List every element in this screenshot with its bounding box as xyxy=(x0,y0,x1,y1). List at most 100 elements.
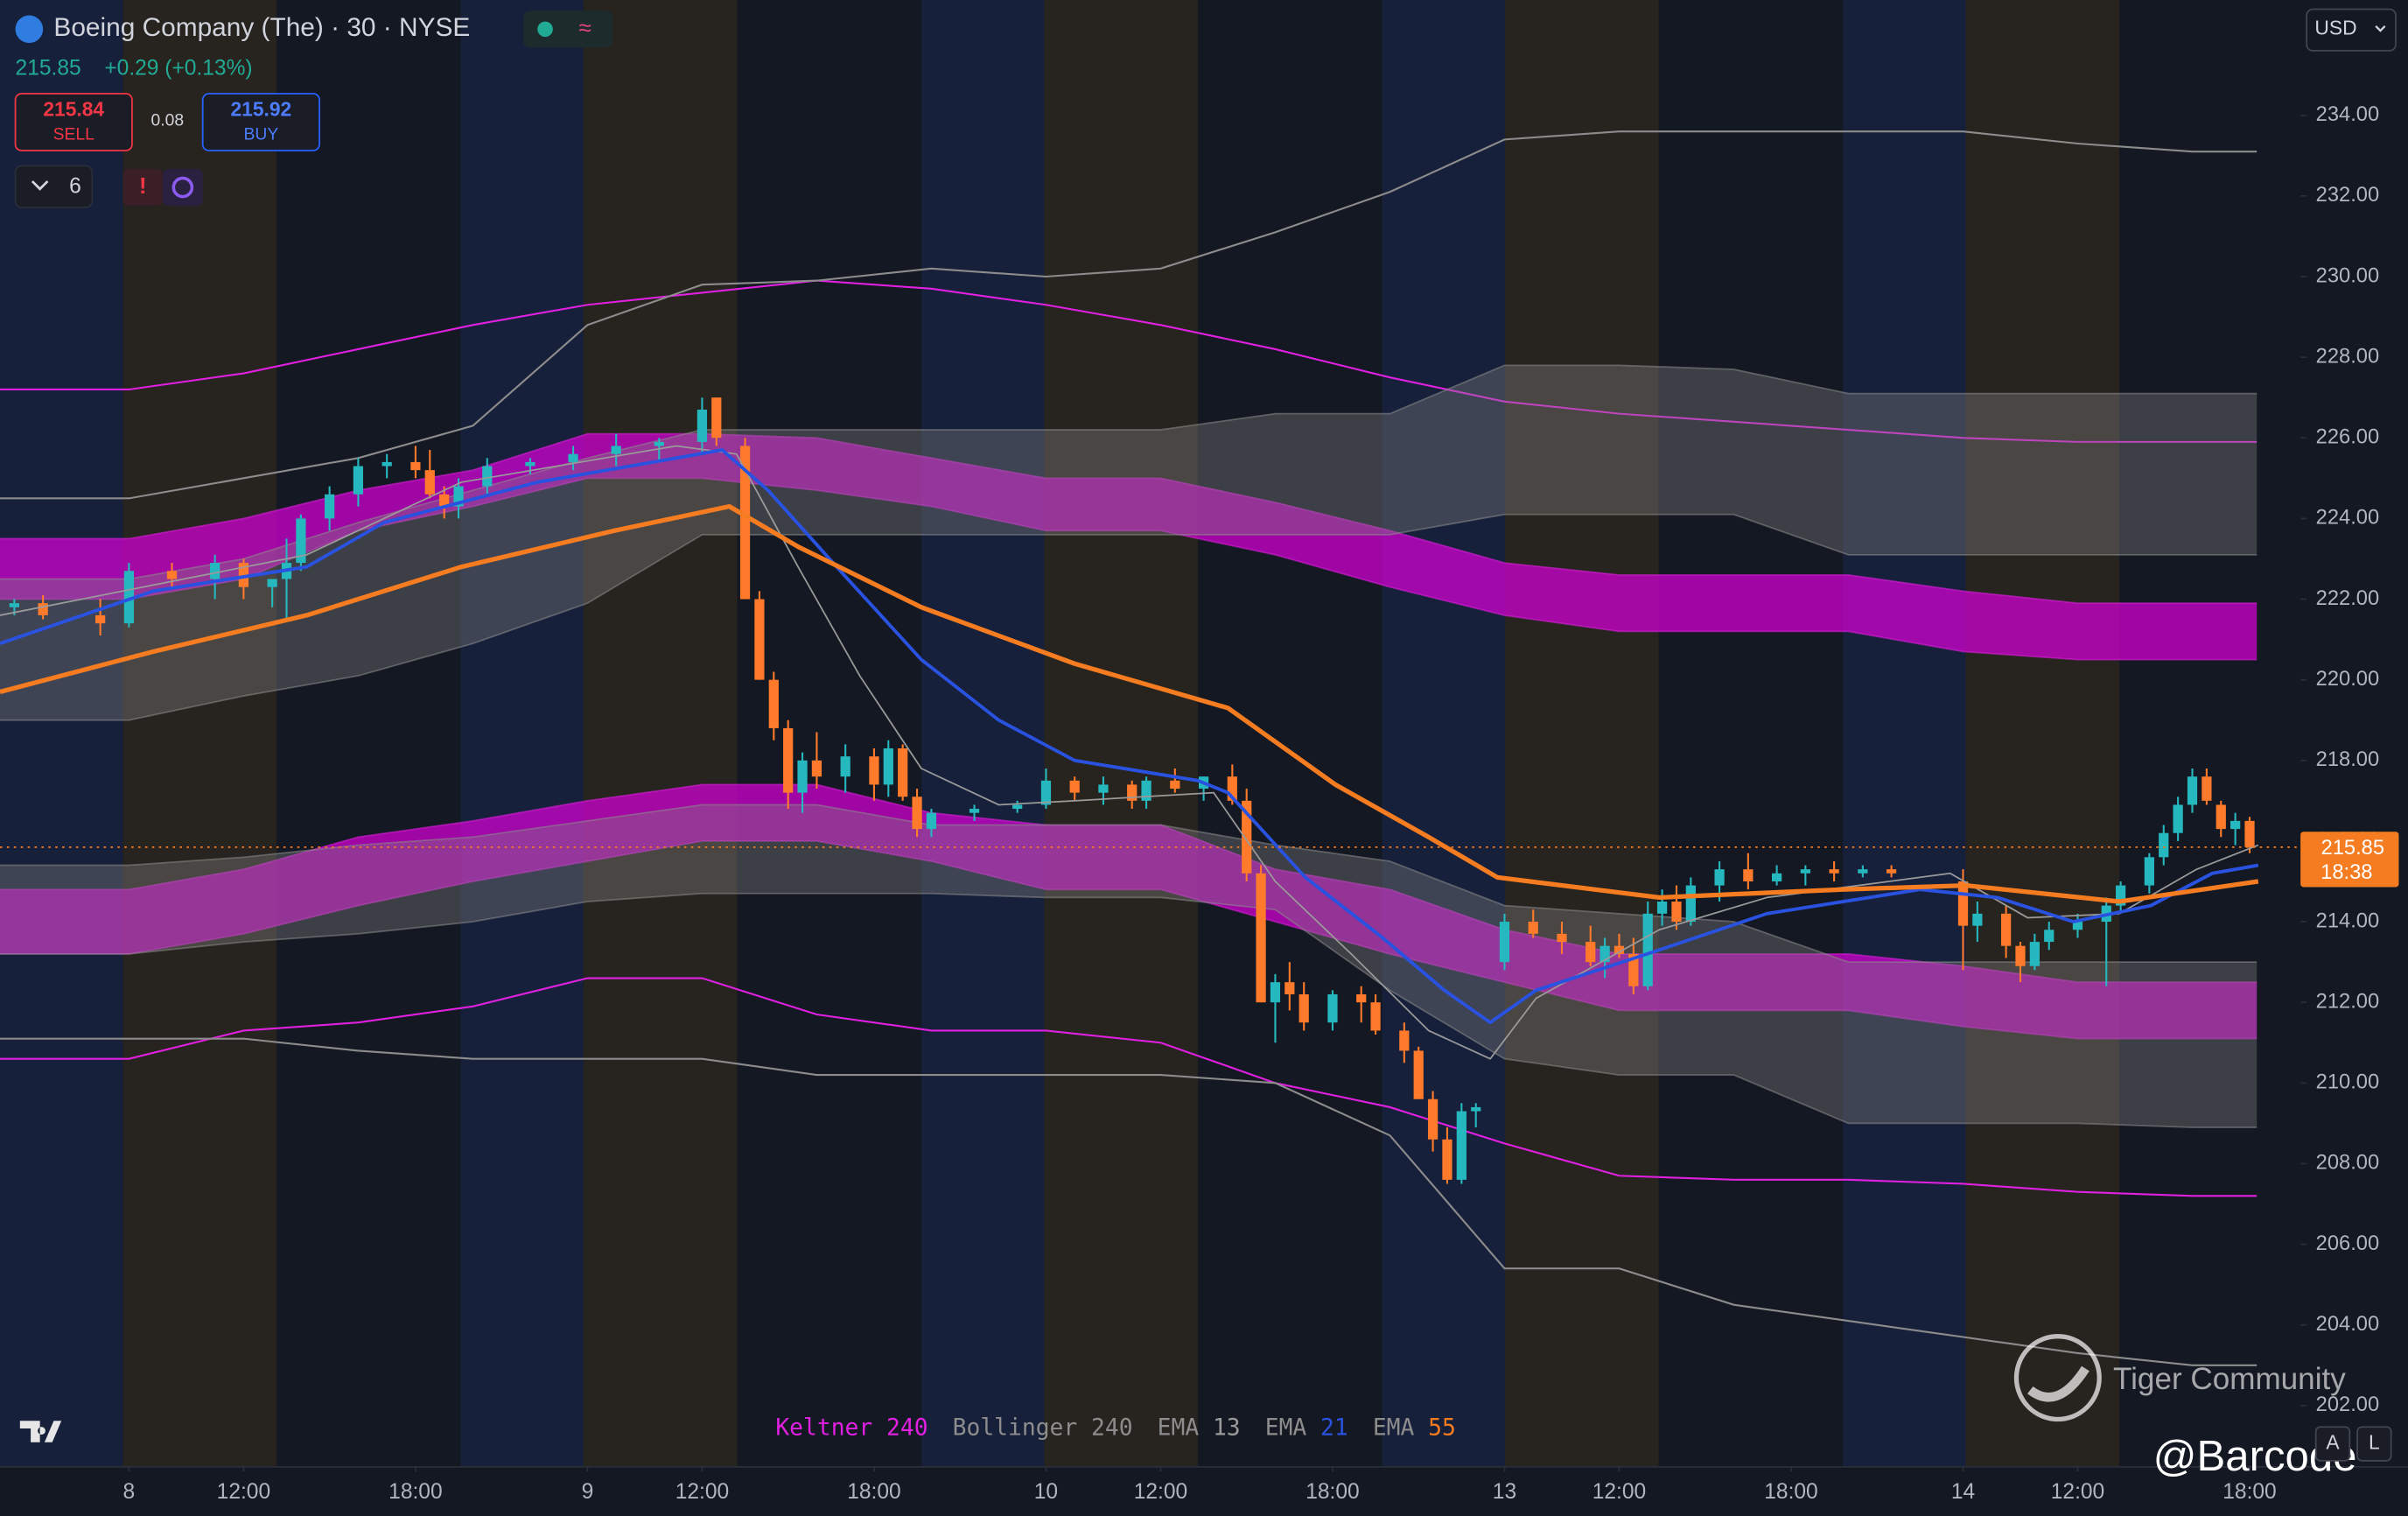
band-edge xyxy=(0,477,2258,661)
candle-body xyxy=(95,614,106,624)
legend-period: 240 xyxy=(886,1414,928,1441)
candle-body xyxy=(2159,832,2169,858)
candle-body xyxy=(453,486,464,507)
candle-body xyxy=(797,760,808,793)
candle-body xyxy=(1069,780,1080,793)
auto-scale-button[interactable] xyxy=(2314,1426,2351,1462)
header: Boeing Company (The) · 30 · NYSE ≈ 215.8… xyxy=(14,8,2397,1480)
candle-body xyxy=(296,518,306,564)
indicator-toggle[interactable] xyxy=(14,165,94,208)
candle-body xyxy=(1743,869,1754,881)
candle-body xyxy=(1771,873,1782,881)
candle-body xyxy=(1829,869,1839,874)
candle-body xyxy=(382,461,392,467)
symbol-title[interactable]: Boeing Company (The) · 30 · NYSE xyxy=(53,13,470,42)
y-tick-label: 218.00 xyxy=(2316,748,2379,771)
candle-body xyxy=(1298,993,1309,1023)
sync-glyph xyxy=(172,176,194,199)
y-tick-label: 224.00 xyxy=(2316,507,2379,530)
candle-body xyxy=(2072,922,2083,930)
x-tick-label: 18:00 xyxy=(1764,1480,1817,1504)
x-tick-label: 9 xyxy=(582,1480,594,1504)
candle-body xyxy=(1614,945,1625,954)
candle-body xyxy=(711,397,722,439)
y-tick-label: 204.00 xyxy=(2316,1313,2379,1336)
candle-body xyxy=(1370,1002,1381,1031)
candle-body xyxy=(1642,913,1653,986)
watermark-brand: Tiger Community xyxy=(2113,1362,2346,1396)
candle-body xyxy=(696,410,708,442)
band-edge xyxy=(0,364,2258,580)
candle-body xyxy=(1886,869,1897,874)
candle-body xyxy=(611,446,621,454)
sell-button[interactable] xyxy=(14,93,133,151)
candle-body xyxy=(325,494,335,519)
legend-period: 13 xyxy=(1213,1414,1241,1441)
x-tick-label: 18:00 xyxy=(847,1480,900,1504)
session-band xyxy=(1382,0,1505,1467)
currency: USD xyxy=(2314,16,2356,39)
candle-body xyxy=(2187,776,2198,805)
candle-body xyxy=(210,563,220,579)
data-status-icon: ≈ xyxy=(578,14,591,40)
session-band xyxy=(1965,0,2120,1467)
tv-logo[interactable] xyxy=(19,1421,62,1442)
legend-period: 21 xyxy=(1320,1414,1348,1441)
candle-body xyxy=(1242,800,1252,874)
candle-body xyxy=(1442,1139,1452,1180)
candle-body xyxy=(568,453,578,462)
error-icon[interactable] xyxy=(122,169,164,207)
chevron-icon xyxy=(31,180,49,191)
candle-body xyxy=(424,470,435,495)
x-tick-label: 18:00 xyxy=(388,1480,442,1504)
candle-body xyxy=(883,747,893,785)
log-scale-button[interactable] xyxy=(2356,1426,2392,1462)
x-tick-label: 12:00 xyxy=(1134,1480,1187,1504)
candle-body xyxy=(2044,930,2054,943)
ema-line xyxy=(0,448,2259,1025)
status-pill[interactable] xyxy=(523,11,613,48)
candle-body xyxy=(353,466,364,495)
market-status xyxy=(537,21,553,38)
candle-body xyxy=(1413,1050,1424,1099)
x-tick-label: 14 xyxy=(1951,1480,1975,1504)
y-tick-label: 232.00 xyxy=(2316,184,2379,207)
candle-body xyxy=(1227,776,1237,801)
band-fill xyxy=(0,365,2258,720)
log-scale-label: L xyxy=(2369,1431,2380,1454)
y-tick-label: 234.00 xyxy=(2316,103,2379,126)
candle-body xyxy=(1800,869,1810,874)
candle-body xyxy=(2144,857,2154,886)
band-outer-line xyxy=(0,279,2258,443)
candle-body xyxy=(1170,780,1180,790)
y-tick-label: 226.00 xyxy=(2316,426,2379,449)
candle-body xyxy=(1586,942,1596,963)
x-tick-label: 18:00 xyxy=(2222,1480,2276,1504)
candle-body xyxy=(1356,993,1367,1003)
y-tick-label: 208.00 xyxy=(2316,1152,2379,1175)
legend-name: EMA xyxy=(1158,1414,1200,1441)
candle-body xyxy=(1528,922,1538,934)
band-outer-line xyxy=(0,1037,2258,1366)
band-fill xyxy=(0,804,2258,1127)
band-outer-line xyxy=(0,977,2258,1197)
session-band xyxy=(1843,0,1966,1467)
band-edge xyxy=(0,432,2258,605)
indicator-count: 6 xyxy=(69,175,81,199)
candle-body xyxy=(1656,902,1668,914)
y-tick-label: 222.00 xyxy=(2316,587,2379,610)
sync-icon[interactable] xyxy=(163,169,203,207)
candle-body xyxy=(2001,913,2012,946)
currency-button[interactable] xyxy=(2306,8,2397,52)
candle-body xyxy=(439,494,450,507)
candle-body xyxy=(410,461,421,471)
buy-button[interactable] xyxy=(201,93,320,151)
candle-body xyxy=(840,756,850,777)
candle-body xyxy=(1628,953,1639,986)
currency-chevron xyxy=(2375,25,2386,32)
candle-body xyxy=(768,679,779,728)
session-band xyxy=(122,0,276,1467)
candle-body xyxy=(898,747,908,797)
y-tick-label: 206.00 xyxy=(2316,1232,2379,1255)
